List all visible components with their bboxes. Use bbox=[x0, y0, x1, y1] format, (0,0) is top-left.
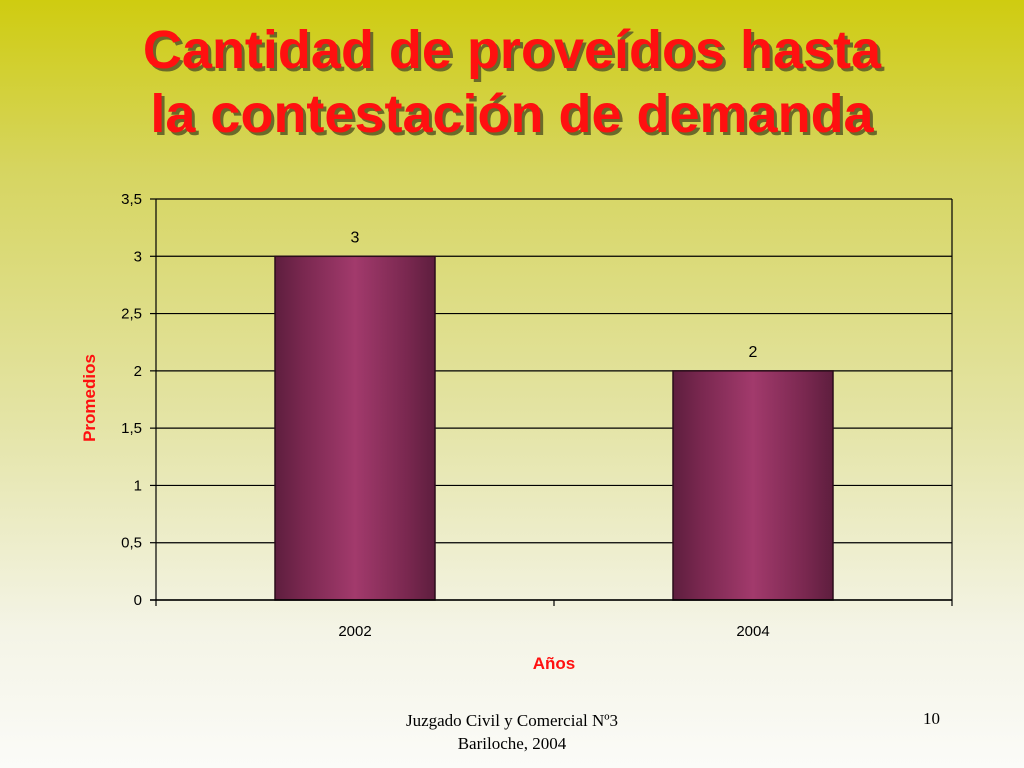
y-tick-label: 1 bbox=[134, 477, 142, 494]
footer: Juzgado Civil y Comercial Nº3 Bariloche,… bbox=[362, 709, 662, 755]
bar bbox=[672, 370, 834, 601]
y-tick-label: 3,5 bbox=[121, 191, 142, 208]
x-tick-label: 2004 bbox=[736, 623, 769, 640]
y-tick-label: 0 bbox=[134, 592, 142, 609]
x-axis-label: Años bbox=[533, 654, 576, 673]
footer-line-2: Bariloche, 2004 bbox=[457, 734, 567, 753]
bar bbox=[274, 255, 436, 601]
y-tick-label: 2 bbox=[134, 363, 142, 380]
footer-line-1: Juzgado Civil y Comercial Nº3 bbox=[405, 711, 619, 730]
axes: 0 0,5 1 1,5 2 2,5 3 3,5 2002 2004 bbox=[121, 191, 953, 640]
data-label: 3 bbox=[351, 229, 360, 246]
y-tick-label: 3 bbox=[134, 248, 142, 265]
y-tick-label: 1,5 bbox=[121, 420, 142, 437]
title-line-1: Cantidad de proveídos hasta bbox=[142, 20, 882, 80]
x-tick-label: 2002 bbox=[338, 623, 371, 640]
data-label: 2 bbox=[749, 344, 758, 361]
slide-title: Cantidad de proveídos hasta la contestac… bbox=[0, 18, 1024, 146]
page-number: 10 bbox=[923, 709, 940, 728]
y-tick-label: 2,5 bbox=[121, 306, 142, 323]
y-axis-label: Promedios bbox=[80, 354, 99, 442]
y-tick-label: 0,5 bbox=[121, 535, 142, 552]
title-line-2: la contestación de demanda bbox=[150, 84, 874, 144]
bars: 32 bbox=[274, 229, 834, 601]
